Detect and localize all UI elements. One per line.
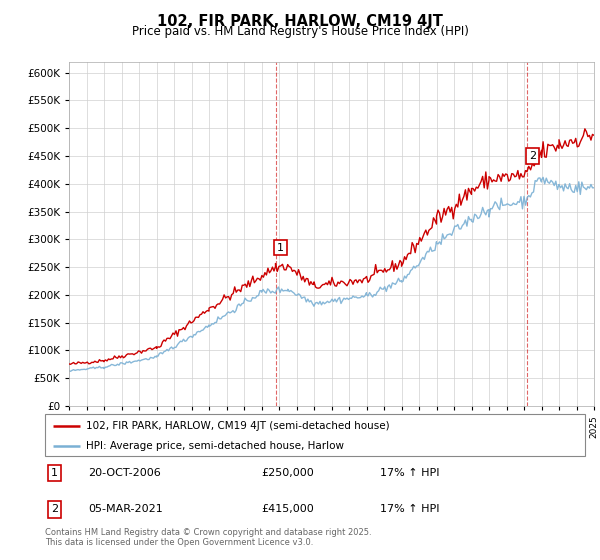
Text: 102, FIR PARK, HARLOW, CM19 4JT (semi-detached house): 102, FIR PARK, HARLOW, CM19 4JT (semi-de… [86, 421, 389, 431]
Text: Price paid vs. HM Land Registry's House Price Index (HPI): Price paid vs. HM Land Registry's House … [131, 25, 469, 38]
Text: 2: 2 [529, 151, 536, 161]
Text: Contains HM Land Registry data © Crown copyright and database right 2025.
This d: Contains HM Land Registry data © Crown c… [45, 528, 371, 547]
Text: £415,000: £415,000 [261, 505, 314, 515]
Text: £250,000: £250,000 [261, 468, 314, 478]
Text: 17% ↑ HPI: 17% ↑ HPI [380, 468, 439, 478]
Text: 102, FIR PARK, HARLOW, CM19 4JT: 102, FIR PARK, HARLOW, CM19 4JT [157, 14, 443, 29]
Text: 1: 1 [51, 468, 58, 478]
Text: 17% ↑ HPI: 17% ↑ HPI [380, 505, 439, 515]
Text: 20-OCT-2006: 20-OCT-2006 [88, 468, 161, 478]
FancyBboxPatch shape [45, 414, 585, 456]
Text: 2: 2 [51, 505, 58, 515]
Text: 1: 1 [277, 242, 284, 253]
Text: 05-MAR-2021: 05-MAR-2021 [88, 505, 163, 515]
Text: HPI: Average price, semi-detached house, Harlow: HPI: Average price, semi-detached house,… [86, 441, 343, 451]
